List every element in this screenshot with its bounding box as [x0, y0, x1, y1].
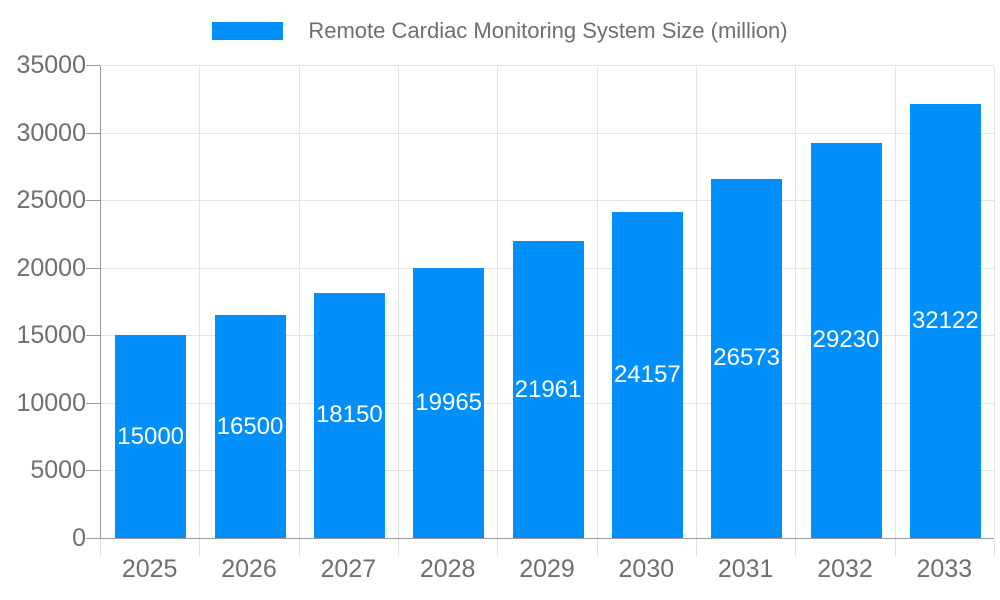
x-axis-tick-mark — [894, 539, 896, 556]
x-gridline — [199, 66, 201, 538]
y-axis-tick-mark — [86, 538, 100, 539]
x-axis-tick-mark — [994, 539, 995, 556]
bar-value-label: 26573 — [713, 344, 781, 372]
x-gridline — [298, 66, 300, 538]
y-axis-tick-mark — [86, 132, 100, 134]
bar-2029[interactable]: 21961 — [512, 241, 584, 538]
x-axis-tick-label: 2029 — [519, 555, 575, 583]
y-gridline — [101, 200, 994, 202]
y-axis-tick-mark — [86, 65, 100, 66]
legend-marker-icon — [212, 22, 284, 40]
y-axis-tick-label: 35000 — [16, 51, 86, 79]
y-axis-tick-mark — [86, 470, 100, 472]
plot-area: 15000 16500 18150 19965 21961 24157 26573 29230… — [100, 65, 995, 539]
x-gridline — [994, 66, 995, 538]
x-axis-tick-label: 2031 — [717, 555, 774, 583]
y-axis-tick-label: 25000 — [16, 186, 86, 215]
y-axis-tick-label: 5000 — [30, 456, 86, 485]
x-axis-tick-label: 2032 — [817, 555, 873, 583]
x-gridline — [398, 66, 399, 538]
y-axis-tick-label: 15000 — [16, 321, 86, 350]
x-axis-tick-mark — [696, 539, 697, 556]
x-axis-tick-label: 2026 — [221, 555, 277, 583]
bar-2028[interactable]: 19965 — [413, 268, 485, 538]
x-axis-tick-label: 2030 — [618, 555, 675, 583]
y-axis-tick-label: 30000 — [16, 118, 86, 147]
bar-value-label: 32122 — [911, 306, 979, 334]
bar-value-label: 16500 — [216, 412, 284, 440]
x-gridline — [894, 66, 896, 538]
y-gridline — [101, 65, 994, 66]
x-axis-tick-mark — [795, 539, 797, 556]
bar-2025[interactable]: 15000 — [115, 335, 187, 538]
x-axis-tick-mark — [100, 539, 101, 556]
y-axis-tick-mark — [86, 267, 100, 269]
y-axis-tick-mark — [86, 335, 100, 337]
x-gridline — [497, 66, 499, 538]
legend-label: Remote Cardiac Monitoring System Size (m… — [308, 18, 788, 43]
bar-2032[interactable]: 29230 — [810, 142, 882, 538]
x-gridline — [696, 66, 697, 538]
bar-value-label: 29230 — [812, 326, 880, 354]
y-axis-tick-label: 20000 — [16, 253, 86, 282]
x-gridline — [795, 66, 797, 538]
y-gridline — [101, 132, 994, 134]
legend-item[interactable]: Remote Cardiac Monitoring System Size (m… — [212, 18, 788, 43]
bar-value-label: 21961 — [514, 375, 582, 403]
x-axis-tick-mark — [298, 539, 300, 556]
x-axis-tick-mark — [497, 539, 499, 556]
x-axis-tick-mark — [596, 539, 598, 556]
y-axis-tick-label: 10000 — [16, 388, 86, 417]
x-axis-tick-label: 2028 — [419, 555, 476, 583]
x-axis-tick-label: 2025 — [121, 555, 178, 583]
x-axis-tick-mark — [199, 539, 201, 556]
bar-2033[interactable]: 32122 — [909, 103, 981, 538]
x-axis-tick-label: 2033 — [916, 555, 973, 583]
x-axis-tick-mark — [398, 539, 399, 556]
bar-2030[interactable]: 24157 — [611, 211, 683, 538]
y-axis-tick-mark — [86, 402, 100, 404]
x-gridline — [596, 66, 598, 538]
bar-value-label: 24157 — [613, 360, 681, 388]
bar-value-label: 18150 — [315, 401, 383, 429]
bar-2031[interactable]: 26573 — [711, 178, 783, 538]
chart-legend: Remote Cardiac Monitoring System Size (m… — [0, 20, 1000, 42]
bar-2026[interactable]: 16500 — [214, 315, 286, 538]
x-axis-tick-label: 2027 — [320, 555, 377, 583]
y-axis-tick-mark — [86, 200, 100, 202]
bar-value-label: 19965 — [415, 389, 483, 417]
y-axis-tick-label: 0 — [72, 524, 86, 552]
bar-value-label: 15000 — [117, 422, 185, 450]
bar-2027[interactable]: 18150 — [313, 292, 385, 538]
